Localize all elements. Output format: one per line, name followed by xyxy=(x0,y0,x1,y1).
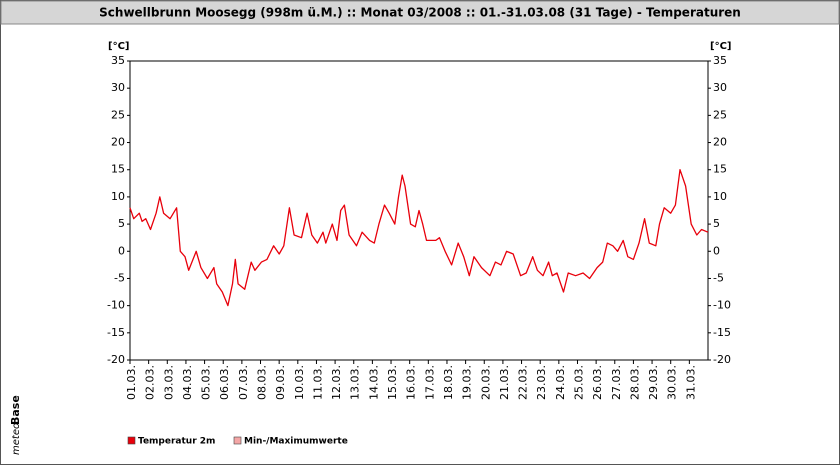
x-tick-label: 14.03. xyxy=(367,365,380,400)
x-tick-label: 11.03. xyxy=(311,365,324,400)
x-tick-label: 03.03. xyxy=(162,365,175,400)
x-tick-label: 23.03. xyxy=(535,365,548,400)
y-tick-label: 30 xyxy=(111,81,125,94)
legend-label: Temperatur 2m xyxy=(138,437,215,447)
legend-label: Min-/Maximumwerte xyxy=(244,437,348,447)
x-tick-label: 15.03. xyxy=(386,365,399,400)
y2-tick-label: 10 xyxy=(713,190,727,203)
y2-axis-label: [°C] xyxy=(710,41,731,52)
y-tick-label: -20 xyxy=(107,353,125,366)
y2-tick-label: 20 xyxy=(713,136,727,149)
legend-swatch xyxy=(233,436,242,445)
x-tick-label: 16.03. xyxy=(405,365,418,400)
x-tick-label: 28.03. xyxy=(628,365,641,400)
legend-swatch xyxy=(127,436,136,445)
logo: meteo Base xyxy=(9,395,22,455)
y-tick-label: 15 xyxy=(111,163,125,176)
x-tick-label: 01.03. xyxy=(125,365,138,400)
y-tick-label: 20 xyxy=(111,136,125,149)
y-axis-label: [°C] xyxy=(108,41,129,52)
x-tick-label: 07.03. xyxy=(237,365,250,400)
x-tick-label: 02.03. xyxy=(144,365,157,400)
x-tick-label: 17.03. xyxy=(423,365,436,400)
y2-tick-label: 0 xyxy=(713,244,720,257)
x-tick-label: 08.03. xyxy=(256,365,269,400)
y2-tick-label: -20 xyxy=(713,353,731,366)
x-tick-label: 22.03. xyxy=(517,365,530,400)
x-tick-label: 19.03. xyxy=(461,365,474,400)
x-tick-label: 10.03. xyxy=(293,365,306,400)
y2-tick-label: -15 xyxy=(713,326,731,339)
x-tick-label: 25.03. xyxy=(572,365,585,400)
x-tick-label: 20.03. xyxy=(479,365,492,400)
x-tick-label: 05.03. xyxy=(200,365,213,400)
x-tick-label: 26.03. xyxy=(591,365,604,400)
logo-text: Base xyxy=(9,395,22,425)
x-tick-label: 24.03. xyxy=(554,365,567,400)
y-tick-label: 0 xyxy=(118,244,125,257)
x-tick-label: 13.03. xyxy=(349,365,362,400)
y-tick-label: 25 xyxy=(111,108,125,121)
y2-tick-label: 25 xyxy=(713,108,727,121)
chart-title: Schwellbrunn Moosegg (998m ü.M.) :: Mona… xyxy=(99,6,741,20)
y2-tick-label: 5 xyxy=(713,217,720,230)
x-tick-label: 30.03. xyxy=(666,365,679,400)
y2-tick-label: 35 xyxy=(713,54,727,67)
y-tick-label: 5 xyxy=(118,217,125,230)
x-tick-label: 18.03. xyxy=(442,365,455,400)
x-tick-label: 06.03. xyxy=(218,365,231,400)
series-line xyxy=(129,169,709,307)
x-tick-label: 09.03. xyxy=(274,365,287,400)
x-tick-label: 27.03. xyxy=(610,365,623,400)
y2-tick-label: 30 xyxy=(713,81,727,94)
logo-text: meteo xyxy=(11,423,22,455)
y-tick-label: -5 xyxy=(114,271,125,284)
x-tick-label: 21.03. xyxy=(498,365,511,400)
y-tick-label: 10 xyxy=(111,190,125,203)
y2-tick-label: -10 xyxy=(713,299,731,312)
y2-tick-label: -5 xyxy=(713,271,724,284)
title-bar xyxy=(0,0,840,25)
y-tick-label: -10 xyxy=(107,299,125,312)
x-tick-label: 12.03. xyxy=(330,365,343,400)
y-tick-label: -15 xyxy=(107,326,125,339)
x-tick-label: 04.03. xyxy=(181,365,194,400)
x-tick-label: 29.03. xyxy=(647,365,660,400)
x-tick-label: 31.03. xyxy=(684,365,697,400)
y-tick-label: 35 xyxy=(111,54,125,67)
y2-tick-label: 15 xyxy=(713,163,727,176)
